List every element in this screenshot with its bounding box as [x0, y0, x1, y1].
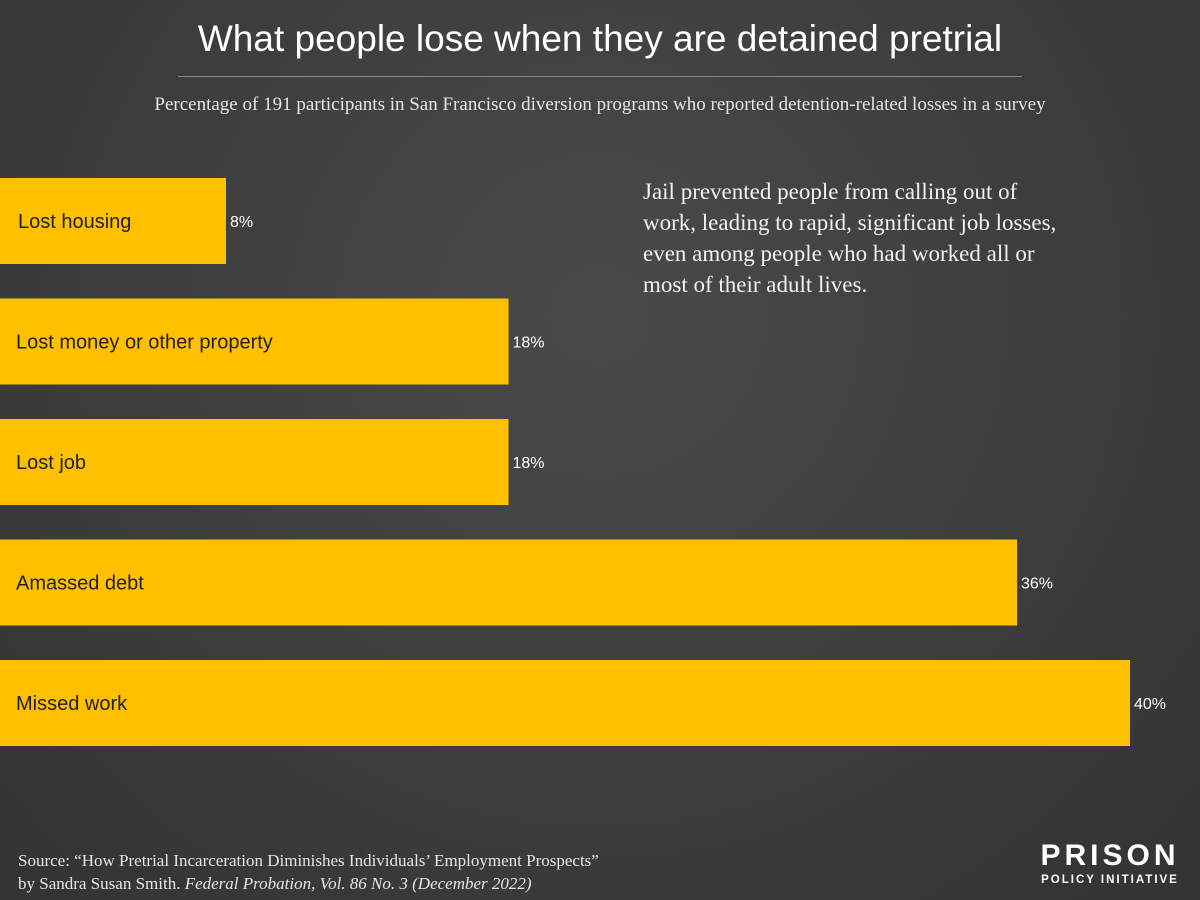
category-label-lost-job: Lost job — [16, 452, 86, 474]
source-author: by Sandra Susan Smith. — [18, 874, 185, 893]
value-label-lost-money-or-other-property: 18% — [513, 335, 545, 352]
prison-policy-initiative-logo: PRISON POLICY INITIATIVE — [1030, 840, 1190, 888]
source-note: Source: “How Pretrial Incarceration Dimi… — [18, 849, 778, 895]
value-label-lost-job: 18% — [513, 455, 545, 472]
value-label-lost-housing: 8% — [230, 214, 253, 231]
category-label-lost-money-or-other-property: Lost money or other property — [16, 332, 273, 354]
category-label-lost-housing: Lost housing — [18, 211, 131, 233]
category-label-amassed-debt: Amassed debt — [16, 573, 144, 595]
source-publication: Federal Probation, Vol. 86 No. 3 (Decemb… — [184, 874, 532, 893]
bar-lost-money-or-other-property — [0, 298, 509, 385]
title-divider — [178, 76, 1022, 77]
bar-lost-housing — [0, 178, 226, 264]
chart-annotation: Jail prevented people from calling out o… — [643, 179, 1057, 297]
bar-amassed-debt — [0, 539, 1017, 626]
chart-title: What people lose when they are detained … — [197, 18, 1003, 59]
logo-wordmark-bottom: POLICY INITIATIVE — [1041, 874, 1179, 886]
source-line-2: by Sandra Susan Smith. Federal Probation… — [18, 872, 778, 895]
bar-missed-work — [0, 660, 1130, 746]
value-label-missed-work: 40% — [1134, 696, 1166, 713]
chart-subtitle: Percentage of 191 participants in San Fr… — [154, 94, 1046, 115]
source-line-1: Source: “How Pretrial Incarceration Dimi… — [18, 851, 599, 870]
category-label-missed-work: Missed work — [16, 693, 128, 715]
logo-wordmark-top: PRISON — [1040, 839, 1180, 872]
bar-lost-job — [0, 419, 509, 505]
value-label-amassed-debt: 36% — [1021, 576, 1053, 593]
